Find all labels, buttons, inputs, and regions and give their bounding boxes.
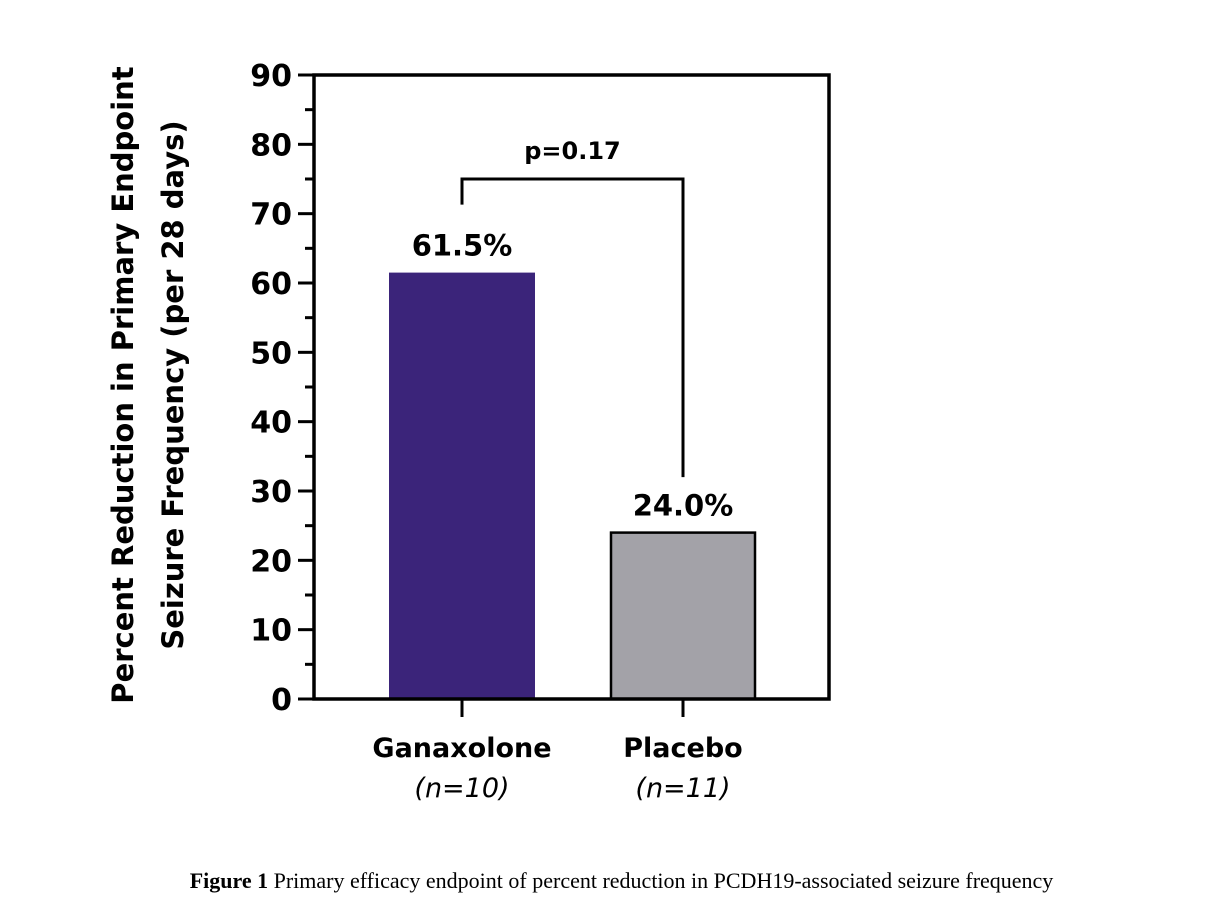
x-tick-sublabel: (n=11): [635, 773, 730, 804]
p-value-label: p=0.17: [524, 137, 621, 165]
data-label: 24.0%: [633, 489, 734, 523]
caption-label: Figure 1: [189, 868, 269, 893]
bar-placebo: [609, 531, 757, 701]
bar-chart: 61.5% Ganaxolone (n=10) 24.0% Placebo (n=11) 0…: [106, 59, 831, 804]
y-axis-label: Seizure Frequency (per 28 days): [156, 120, 190, 649]
y-tick-label: 80: [250, 128, 292, 163]
x-tick-label: Ganaxolone: [372, 733, 551, 764]
bar-ganaxolone: [389, 272, 535, 699]
x-tick-sublabel: (n=10): [414, 773, 509, 804]
caption-text: Primary efficacy endpoint of percent red…: [268, 868, 1054, 893]
y-tick-label: 30: [250, 475, 292, 510]
data-label: 61.5%: [412, 229, 513, 263]
y-tick-label: 60: [250, 267, 292, 302]
significance-bracket: [460, 177, 685, 478]
y-tick-label: 40: [250, 406, 292, 441]
y-tick-label: 10: [250, 614, 292, 649]
y-tick-label: 70: [250, 198, 292, 233]
y-axis-label: Percent Reduction in Primary Endpoint: [106, 66, 140, 704]
y-tick-label: 0: [271, 683, 292, 718]
y-tick-label: 20: [250, 544, 292, 579]
y-tick-label: 90: [250, 59, 292, 94]
figure-caption: Figure 1 Primary efficacy endpoint of pe…: [0, 868, 1219, 894]
x-tick-label: Placebo: [623, 733, 742, 764]
y-tick-label: 50: [250, 336, 292, 371]
